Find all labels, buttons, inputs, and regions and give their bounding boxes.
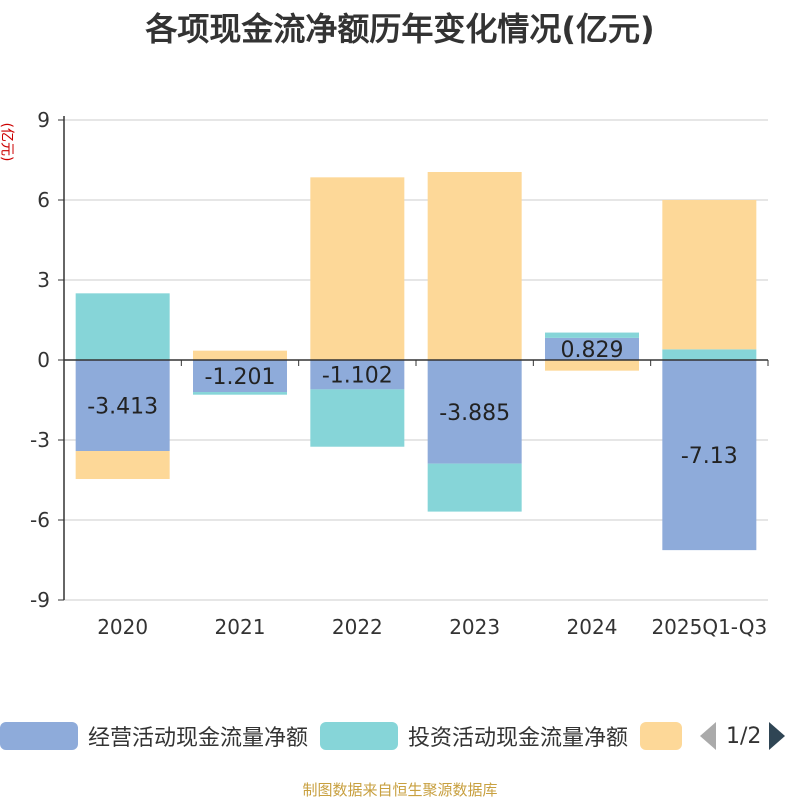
data-label: 0.829 xyxy=(561,338,624,363)
y-tick-label: 0 xyxy=(37,348,50,372)
legend-swatch-investing xyxy=(320,722,398,750)
bar-investing xyxy=(75,293,170,360)
x-tick-label: 2020 xyxy=(97,615,148,639)
chart-area: 9 6 3 0 -3 -6 -9 -3.413 -1.201 -1.102 -3.885 0.829 -… xyxy=(30,108,769,639)
data-source-note: 制图数据来自恒生聚源数据库 xyxy=(302,781,498,799)
legend-item-operating[interactable]: 经营活动现金流量净额 xyxy=(0,716,308,756)
bar-operating xyxy=(427,360,522,464)
legend-item-investing[interactable]: 投资活动现金流量净额 xyxy=(320,716,628,756)
legend: 经营活动现金流量净额 投资活动现金流量净额 1/2 xyxy=(0,716,800,756)
bar-investing xyxy=(662,349,757,360)
bar-investing xyxy=(193,392,287,395)
bar-operating xyxy=(662,360,757,551)
y-tick-label: 3 xyxy=(37,268,50,292)
bar-operating xyxy=(75,360,170,452)
bar-operating xyxy=(310,360,405,390)
bar-investing xyxy=(427,463,522,512)
legend-swatch-operating xyxy=(0,722,78,750)
x-tick-label: 2024 xyxy=(567,615,618,639)
data-label: -1.102 xyxy=(322,364,393,389)
bar-financing xyxy=(545,360,639,371)
y-tick-label: -6 xyxy=(30,508,50,532)
bar-financing xyxy=(75,451,170,480)
bar-operating xyxy=(193,360,287,393)
y-tick-label: -9 xyxy=(30,588,50,612)
legend-swatch-financing xyxy=(640,722,682,750)
legend-pager: 1/2 xyxy=(700,716,786,756)
y-tick-label: -3 xyxy=(30,428,50,452)
bar-investing xyxy=(545,332,639,338)
legend-label-investing: 投资活动现金流量净额 xyxy=(408,726,629,751)
chart-title: 各项现金流净额历年变化情况(亿元) xyxy=(145,10,655,48)
legend-label-operating: 经营活动现金流量净额 xyxy=(88,726,309,751)
legend-next-page-icon[interactable] xyxy=(769,722,786,750)
bar-financing xyxy=(193,350,287,360)
legend-page-indicator: 1/2 xyxy=(726,723,762,749)
x-tick-label: 2025Q1-Q3 xyxy=(651,615,767,639)
bar-investing xyxy=(310,389,405,447)
y-tick-label: 6 xyxy=(37,188,50,212)
bar-operating xyxy=(545,337,639,360)
data-label: -3.413 xyxy=(87,395,158,420)
data-label: -3.885 xyxy=(439,401,510,426)
data-label: -1.201 xyxy=(205,365,276,390)
data-label: -7.13 xyxy=(681,444,738,469)
bar-financing xyxy=(662,200,757,350)
x-tick-label: 2021 xyxy=(215,615,266,639)
bar-financing xyxy=(310,177,405,360)
x-tick-label: 2023 xyxy=(449,615,500,639)
x-tick-label: 2022 xyxy=(332,615,383,639)
legend-prev-page-icon[interactable] xyxy=(700,722,716,750)
legend-item-financing[interactable] xyxy=(640,716,692,756)
y-tick-label: 9 xyxy=(37,108,50,132)
bar-financing xyxy=(427,172,522,360)
